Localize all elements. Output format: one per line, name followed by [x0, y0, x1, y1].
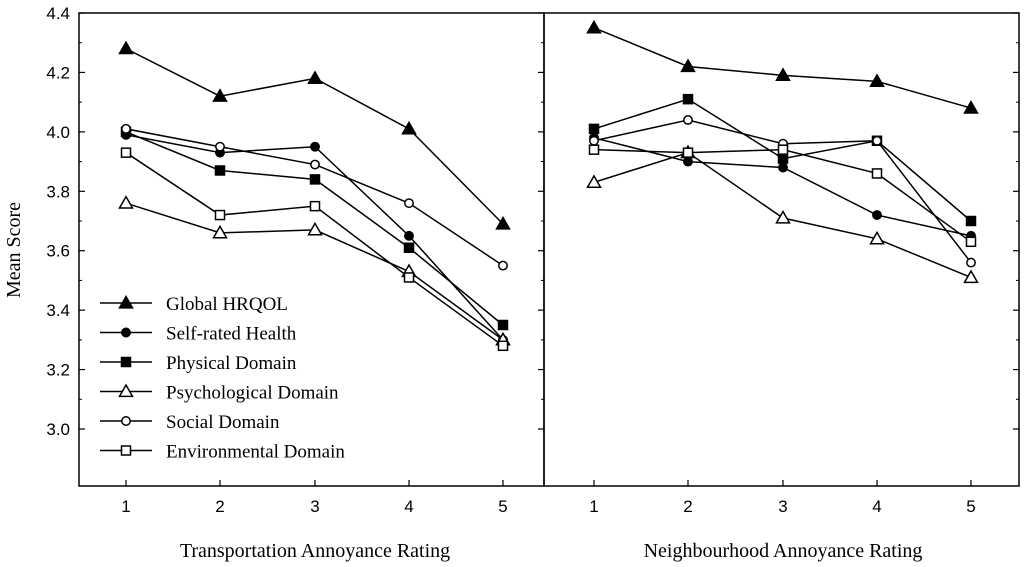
point-p0-environmental-domain-0 [120, 147, 132, 158]
point-p1-psychological-domain-2 [775, 210, 791, 224]
point-p1-environmental-domain-0 [588, 144, 600, 155]
point-p1-physical-domain-0 [588, 123, 600, 135]
legend-label-psychological-domain: Psychological Domain [166, 383, 339, 404]
point-p1-global-hrqol-0 [586, 19, 602, 34]
point-p0-self-rated-health-3 [404, 230, 414, 241]
point-p0-psychological-domain-2 [307, 221, 323, 236]
x-tick-label-p1-2: 3 [778, 497, 787, 516]
point-p0-global-hrqol-2 [307, 70, 323, 84]
legend-label-global-hrqol: Global HRQOL [166, 294, 288, 315]
point-p1-environmental-domain-4 [965, 236, 977, 248]
point-p0-global-hrqol-0 [118, 40, 134, 55]
y-tick-label-1: 3.2 [46, 361, 70, 380]
point-p1-psychological-domain-4 [963, 269, 979, 284]
point-p0-environmental-domain-1 [214, 209, 226, 221]
legend-marker-psychological-domain [118, 383, 134, 398]
point-p0-social-domain-2 [310, 159, 320, 170]
point-p0-physical-domain-3 [403, 242, 415, 253]
x-tick-label-p0-0: 1 [121, 497, 130, 516]
ticks-layer: 3.0 3.2 3.4 3.6 3.8 4.0 4.2 4.4 1 2 3 4 5 1 2 3 4 5 [46, 4, 1019, 516]
y-axis-title: Mean Score [3, 202, 25, 298]
right-panel-frame [543, 12, 1020, 487]
point-p0-environmental-domain-3 [403, 272, 415, 283]
point-p1-global-hrqol-1 [680, 58, 696, 73]
point-p1-social-domain-4 [966, 257, 976, 268]
y-tick-label-7: 4.4 [46, 4, 70, 23]
point-p1-global-hrqol-4 [963, 100, 979, 114]
point-p1-psychological-domain-0 [586, 174, 602, 188]
x-tick-label-p0-4: 5 [498, 497, 507, 516]
y-tick-label-3: 3.6 [46, 242, 70, 261]
x-tick-label-p1-4: 5 [966, 497, 975, 516]
point-p0-social-domain-4 [498, 260, 508, 271]
point-p1-psychological-domain-3 [869, 230, 885, 245]
y-tick-label-6: 4.2 [46, 63, 70, 82]
legend-marker-global-hrqol [118, 294, 134, 309]
x-axis-title-transportation: Transportation Annoyance Rating [180, 540, 450, 562]
point-p0-physical-domain-4 [497, 319, 509, 331]
point-p0-physical-domain-1 [214, 165, 226, 176]
legend-marker-social-domain [121, 416, 131, 426]
legend-label-physical-domain: Physical Domain [166, 353, 297, 374]
point-p1-social-domain-3 [872, 135, 882, 146]
point-p1-physical-domain-2 [777, 153, 789, 164]
legend-label-social-domain: Social Domain [166, 412, 280, 433]
legend-marker-environmental-domain [120, 445, 132, 456]
point-p0-psychological-domain-0 [118, 195, 134, 209]
point-p1-environmental-domain-3 [871, 168, 883, 179]
point-p1-environmental-domain-2 [777, 144, 789, 155]
x-tick-label-p0-3: 4 [404, 497, 413, 516]
y-tick-label-2: 3.4 [46, 301, 70, 320]
x-tick-label-p0-2: 3 [310, 497, 319, 516]
point-p0-social-domain-3 [404, 198, 414, 209]
point-p0-psychological-domain-1 [212, 224, 228, 239]
point-p1-environmental-domain-1 [682, 147, 694, 158]
x-tick-label-p1-1: 2 [683, 497, 692, 516]
y-tick-label-4: 3.8 [46, 182, 70, 201]
point-p1-physical-domain-4 [965, 215, 977, 227]
point-p1-self-rated-health-2 [778, 162, 788, 173]
point-p1-global-hrqol-3 [869, 73, 885, 87]
x-tick-label-p0-1: 2 [215, 497, 224, 516]
point-p1-physical-domain-1 [682, 93, 694, 105]
point-p0-global-hrqol-1 [212, 88, 228, 102]
point-p0-environmental-domain-4 [497, 340, 509, 352]
point-p1-social-domain-0 [589, 135, 599, 146]
point-p0-global-hrqol-3 [401, 120, 417, 135]
y-tick-label-0: 3.0 [46, 420, 70, 439]
point-p1-global-hrqol-2 [775, 67, 791, 82]
point-p1-self-rated-health-3 [872, 210, 882, 221]
legend-label-environmental-domain: Environmental Domain [166, 442, 345, 463]
point-p0-environmental-domain-2 [309, 200, 321, 212]
y-tick-label-5: 4.0 [46, 123, 70, 142]
series-layer [118, 19, 979, 352]
legend-marker-self-rated-health [121, 327, 131, 338]
x-tick-label-p1-3: 4 [872, 497, 881, 516]
point-p0-physical-domain-2 [309, 174, 321, 185]
legend-label-self-rated-health: Self-rated Health [166, 324, 297, 345]
point-p1-self-rated-health-1 [683, 156, 693, 167]
x-axis-title-neighbourhood: Neighbourhood Annoyance Rating [644, 540, 923, 562]
legend: Global HRQOL Self-rated Health Physical Do… [100, 294, 345, 463]
series-line-p1-global-hrqol [593, 27, 972, 109]
legend-marker-physical-domain [120, 356, 132, 368]
point-p1-social-domain-1 [683, 115, 693, 125]
point-p0-self-rated-health-2 [310, 141, 320, 152]
point-p0-global-hrqol-4 [495, 215, 511, 230]
x-tick-label-p1-0: 1 [589, 497, 598, 516]
point-p0-social-domain-1 [215, 141, 225, 152]
point-p0-social-domain-0 [121, 123, 131, 134]
